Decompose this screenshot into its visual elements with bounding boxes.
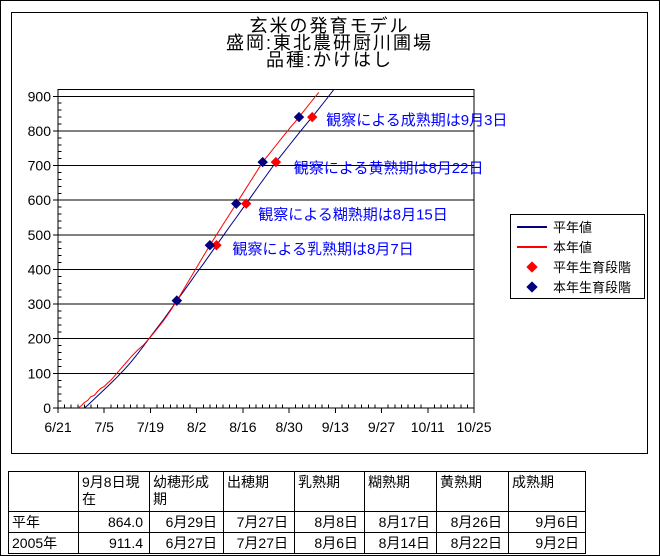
growth-stage-marker-honnen (204, 240, 216, 251)
table-cell: 8月22日 (436, 532, 509, 554)
x-axis-label: 7/19 (137, 419, 164, 435)
legend-label: 平年生育段階 (553, 260, 632, 275)
legend-diamond-swatch-icon (511, 260, 553, 273)
x-axis-label: 8/16 (229, 419, 256, 435)
growth-stage-marker-heinen (270, 156, 282, 168)
table-cell: 7月27日 (223, 511, 295, 533)
table-cell: 911.4 (78, 532, 150, 554)
table-header-cell: 糊熟期 (364, 471, 437, 512)
growth-stage-marker-honnen (171, 295, 183, 306)
growth-stage-table: 9月8日現在 幼穂形成期 出穂期 乳熟期 糊熟期 黄熟期 成熟期 平年 864.0 6月29日 7月… (8, 471, 586, 554)
table-header-cell (8, 471, 79, 512)
diamond-swatch (526, 280, 538, 293)
table-header-cell: 成熟期 (508, 471, 586, 512)
x-axis-label: 8/2 (187, 419, 207, 435)
table-header-cell: 幼穂形成期 (149, 471, 224, 512)
line-swatch (517, 245, 547, 248)
growth-stage-marker-honnen (257, 156, 268, 168)
y-axis-label: 100 (28, 365, 52, 381)
table-row-label: 2005年 (8, 532, 79, 554)
table-cell: 8月14日 (364, 532, 437, 554)
growth-stage-marker-heinen (307, 111, 318, 123)
observation-annotation: 観察による黄熟期は8月22日 (294, 159, 484, 177)
legend-diamond-swatch-icon (511, 280, 553, 293)
line-swatch (517, 225, 547, 228)
table-cell: 864.0 (78, 511, 150, 533)
table-row-label: 平年 (8, 511, 79, 533)
y-axis-label: 600 (28, 192, 52, 208)
table-cell: 6月29日 (149, 511, 224, 533)
table-row: 平年 864.0 6月29日 7月27日 8月8日 8月17日 8月26日 9月6日 (8, 511, 586, 533)
series-lines (77, 89, 335, 408)
x-axis-label: 7/5 (94, 419, 114, 435)
y-axis-label: 0 (43, 400, 51, 416)
growth-stage-marker-honnen (293, 111, 305, 123)
table-cell: 9月6日 (508, 511, 586, 533)
x-axis-label: 9/27 (368, 419, 395, 435)
x-axis-label: 9/13 (322, 419, 349, 435)
table-cell: 6月27日 (149, 532, 224, 554)
table-cell: 9月2日 (508, 532, 586, 554)
series-line-honnen (77, 92, 320, 408)
table-header-cell: 乳熟期 (294, 471, 365, 512)
diamond-swatch (526, 260, 538, 273)
legend-label: 平年値 (553, 220, 593, 235)
series-line-heinen (84, 89, 335, 408)
growth-stage-marker-honnen (231, 198, 242, 209)
legend: 平年値本年値平年生育段階 本年生育段階 (510, 214, 645, 299)
chart-title-line2: 盛岡:東北農研厨川圃場 (226, 33, 433, 53)
table-header-cell: 9月8日現在 (78, 471, 150, 512)
chart-title: 玄米の発育モデル 盛岡:東北農研厨川圃場 品種:かけはし (11, 16, 648, 70)
y-axis-label: 200 (28, 331, 52, 347)
table-cell: 7月27日 (223, 532, 295, 554)
table-row: 2005年 911.4 6月27日 7月27日 8月6日 8月14日 8月22日 9月2日 (8, 532, 586, 554)
legend-label: 本年生育段階 (553, 280, 632, 295)
x-axis-label: 10/11 (411, 419, 445, 435)
x-axis-label: 8/30 (275, 419, 302, 435)
y-axis-label: 900 (28, 88, 52, 104)
table-header-cell: 出穂期 (223, 471, 295, 512)
legend-label: 本年値 (553, 240, 593, 255)
table-cell: 8月8日 (294, 511, 365, 533)
observation-annotation: 観察による乳熟期は8月7日 (233, 240, 414, 258)
table-header-row: 9月8日現在 幼穂形成期 出穂期 乳熟期 糊熟期 黄熟期 成熟期 (8, 471, 586, 512)
y-axis-label: 700 (28, 158, 52, 174)
legend-item: 平年値 (511, 217, 644, 237)
y-axis-label: 500 (28, 227, 52, 243)
observation-annotation: 観察による成熟期は9月3日 (326, 111, 507, 129)
table-cell: 8月17日 (364, 511, 437, 533)
table-cell: 8月26日 (436, 511, 509, 533)
y-axis-label: 400 (28, 261, 52, 277)
legend-item: 本年値 (511, 237, 644, 257)
legend-item: 本年生育段階 (511, 277, 644, 297)
legend-item: 平年生育段階 (511, 257, 644, 277)
observation-annotation: 観察による糊熟期は8月15日 (258, 206, 448, 224)
x-axis-label: 10/25 (456, 419, 491, 435)
legend-line-swatch (511, 225, 553, 228)
chart-title-line3: 品種:かけはし (265, 50, 393, 70)
chart-title-line1: 玄米の発育モデル (249, 16, 410, 36)
y-axis-label: 800 (28, 123, 52, 139)
table-cell: 8月6日 (294, 532, 365, 554)
growth-stage-marker-heinen (240, 198, 252, 209)
x-axis-label: 6/21 (44, 419, 71, 435)
y-axis-label: 300 (28, 296, 52, 312)
legend-line-swatch (511, 245, 553, 248)
table-header-cell: 黄熟期 (436, 471, 509, 512)
